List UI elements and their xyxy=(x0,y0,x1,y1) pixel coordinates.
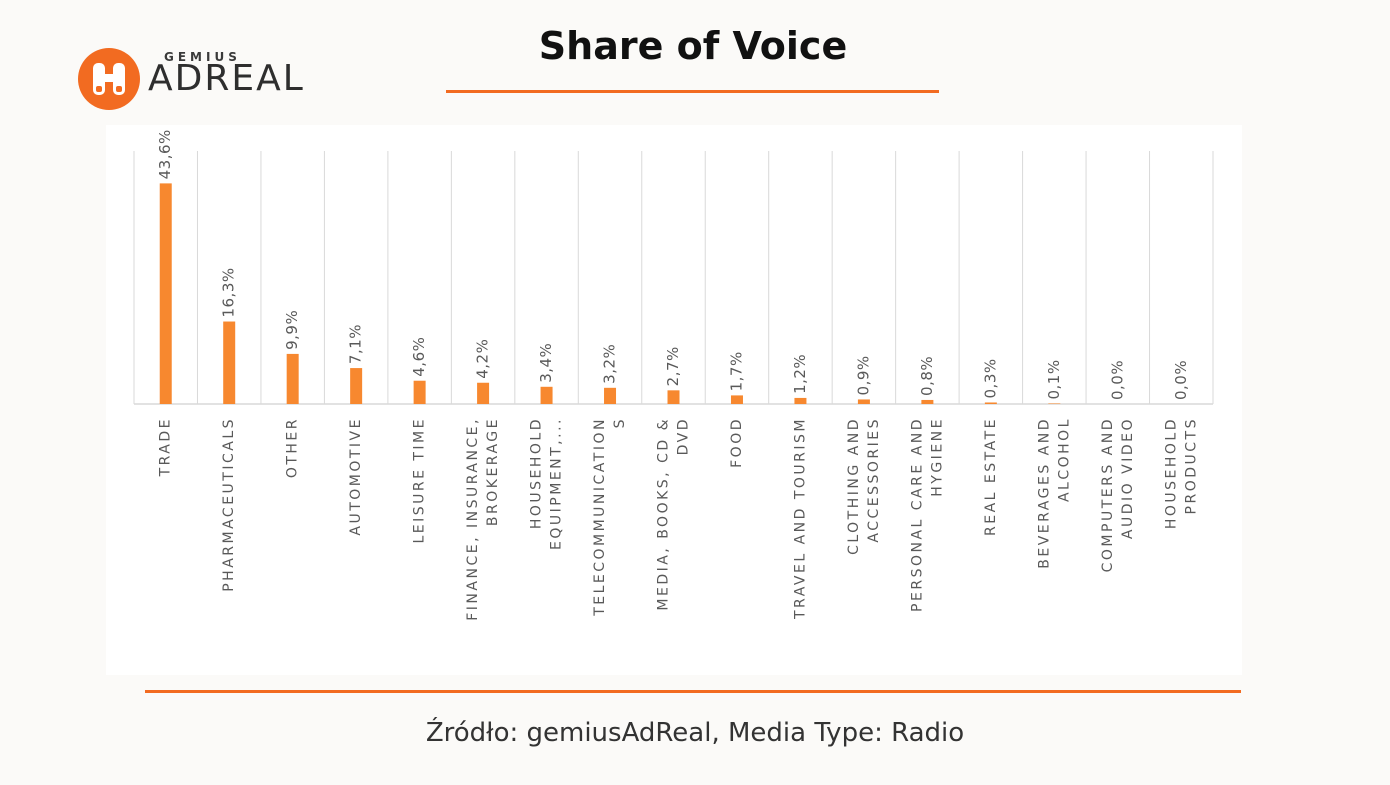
category-label: FINANCE, INSURANCE, xyxy=(465,417,481,621)
bar xyxy=(921,399,934,404)
category-label: AUDIO VIDEO xyxy=(1120,417,1136,539)
bar xyxy=(350,368,363,404)
category-label: MEDIA, BOOKS, CD & xyxy=(656,417,672,611)
category-label: PERSONAL CARE AND xyxy=(909,417,925,612)
bar xyxy=(540,386,553,404)
source-caption: Źródło: gemiusAdReal, Media Type: Radio xyxy=(425,718,965,748)
page-title: Share of Voice xyxy=(538,24,848,68)
category-label: TRAVEL AND TOURISM xyxy=(792,417,808,620)
category-label: S xyxy=(612,417,628,428)
data-label: 4,6% xyxy=(410,337,428,377)
category-label: COMPUTERS AND xyxy=(1100,417,1116,572)
category-label: DVD xyxy=(676,417,692,455)
data-label: 43,6% xyxy=(156,129,174,179)
category-label: CLOTHING AND xyxy=(846,417,862,555)
bar xyxy=(477,382,490,404)
bottom-divider xyxy=(145,690,1241,693)
data-label: 7,1% xyxy=(347,324,365,364)
bar xyxy=(413,380,426,404)
category-label: PHARMACEUTICALS xyxy=(221,417,237,592)
bar xyxy=(223,321,236,404)
brand-adreal: ADREAL xyxy=(148,58,305,99)
category-label: HOUSEHOLD xyxy=(529,417,545,529)
data-label: 0,8% xyxy=(918,356,936,396)
bar xyxy=(857,399,870,404)
bar xyxy=(604,387,617,404)
bar xyxy=(984,402,997,404)
adreal-logo: GEMIUS ADREAL xyxy=(78,44,318,114)
category-label: EQUIPMENT,... xyxy=(549,417,565,550)
chart-panel: 43,6% TRADE 16,3% PHARMACEUTICALS 9,9% OTHER 7… xyxy=(106,125,1242,675)
category-label: REAL ESTATE xyxy=(983,417,999,536)
data-label: 1,7% xyxy=(727,351,745,391)
data-label: 3,2% xyxy=(601,344,619,384)
data-label: 0,1% xyxy=(1045,359,1063,399)
bar xyxy=(794,397,807,404)
data-label: 16,3% xyxy=(220,267,238,317)
bar xyxy=(1048,403,1061,404)
data-label: 0,9% xyxy=(854,355,872,395)
title-underline xyxy=(446,90,939,93)
category-label: BEVERAGES AND xyxy=(1036,417,1052,569)
brand-gemius: GEMIUS xyxy=(164,50,241,64)
bar xyxy=(667,390,680,404)
bar-chart: 43,6% TRADE 16,3% PHARMACEUTICALS 9,9% OTHER 7… xyxy=(133,129,1214,621)
category-label: TELECOMMUNICATION xyxy=(592,417,608,617)
data-label: 4,2% xyxy=(474,339,492,379)
bar xyxy=(730,395,743,404)
category-label: OTHER xyxy=(285,417,301,478)
category-label: FOOD xyxy=(729,417,745,468)
category-label: TRADE xyxy=(158,417,174,477)
bar xyxy=(286,353,299,404)
category-label: ALCOHOL xyxy=(1056,417,1072,502)
category-label: HOUSEHOLD xyxy=(1163,417,1179,529)
category-label: BROKERAGE xyxy=(485,417,501,526)
binoculars-icon xyxy=(78,48,140,110)
data-label: 1,2% xyxy=(791,354,809,394)
data-label: 0,0% xyxy=(1172,360,1190,400)
category-label: HYGIENE xyxy=(929,417,945,497)
category-label: AUTOMOTIVE xyxy=(348,417,364,536)
category-label: LEISURE TIME xyxy=(412,417,428,544)
data-label: 0,3% xyxy=(981,358,999,398)
data-label: 0,0% xyxy=(1108,360,1126,400)
data-label: 3,4% xyxy=(537,343,555,383)
category-label: ACCESSORIES xyxy=(866,417,882,543)
data-label: 2,7% xyxy=(664,346,682,386)
bar xyxy=(159,183,172,404)
data-label: 9,9% xyxy=(283,310,301,350)
category-label: PRODUCTS xyxy=(1183,417,1199,514)
